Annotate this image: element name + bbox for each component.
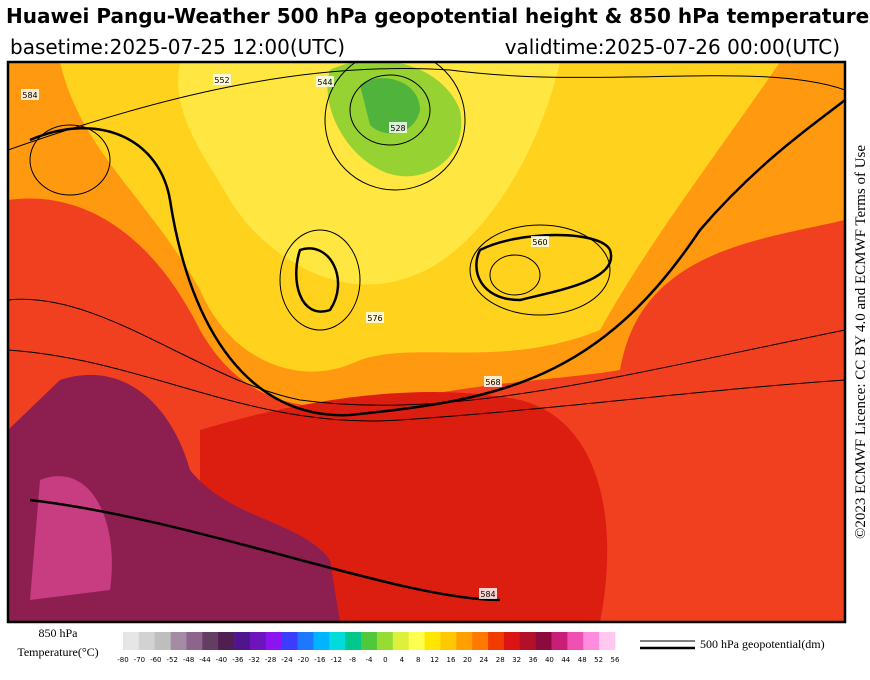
colorbar-tick-label: -32 [248,656,259,664]
contour-label: 544 [317,78,332,87]
line-legend-label: 500 hPa geopotential(dm) [700,637,825,651]
colorbar-tick-label: -24 [281,656,293,664]
colorbar-tick-label: 32 [512,656,521,664]
color-swatch [488,632,505,650]
color-swatch [345,632,362,650]
contour-label: 560 [532,238,547,247]
contour-label: 584 [22,91,37,100]
colorbar-tick-label: 40 [545,656,554,664]
title: Huawei Pangu-Weather 500 hPa geopotentia… [6,4,869,28]
color-swatch [234,632,251,650]
colorbar-tick-label: -70 [134,656,145,664]
color-swatch [440,632,457,650]
colorbar-tick-label: -52 [166,656,177,664]
colorbar-tick-label: 4 [400,656,405,664]
validtime: validtime:2025-07-26 00:00(UTC) [505,35,840,59]
color-swatch [408,632,425,650]
colorbar-tick-label: -8 [349,656,356,664]
color-swatch [583,632,600,650]
colorbar-tick-label: -4 [366,656,374,664]
color-swatch [535,632,552,650]
color-swatch [123,632,140,650]
contour-label: 528 [390,124,405,133]
colorbar-tick-label: -44 [199,656,211,664]
colorbar-tick-label: -48 [183,656,194,664]
color-swatch [202,632,219,650]
color-swatch [376,632,394,650]
colorbar-tick-label: 52 [594,656,603,664]
color-swatch [392,632,409,650]
color-swatch [186,632,203,650]
colorbar-tick-label: 56 [611,656,620,664]
color-swatch [456,632,473,650]
color-swatch [329,632,346,650]
color-swatch [503,632,521,650]
colorbar-tick-label: 36 [529,656,538,664]
color-swatch [472,632,489,650]
color-swatch [154,632,171,650]
colorbar-tick-label: -80 [117,656,128,664]
legend-label: 850 hPa [39,626,79,640]
color-swatch [313,632,330,650]
color-swatch [361,632,378,650]
color-swatch [519,632,536,650]
line-legend [640,640,695,650]
color-swatch [265,632,283,650]
colorbar-tick-label: 24 [479,656,488,664]
contour-label-bg [389,122,407,133]
contour-label: 584 [480,590,495,599]
color-swatch [170,632,187,650]
color-swatch [567,632,584,650]
basetime: basetime:2025-07-25 12:00(UTC) [10,35,345,59]
color-swatch [138,632,156,650]
licence: ©2023 ECMWF Licence: CC BY 4.0 and ECMWF… [853,145,869,539]
contour-label-bg [479,588,497,599]
contour-label-bg [213,74,231,85]
colorbar-tick-label: -12 [330,656,341,664]
contour-label-bg [531,236,549,247]
colorbar-tick-label: 8 [416,656,420,664]
contour-label-bg [316,76,334,87]
colorbar-tick-label: 16 [447,656,456,664]
color-swatch [249,632,267,650]
colorbar-tick-label: 12 [430,656,439,664]
contour-label-bg [21,89,39,100]
map [6,60,847,624]
colorbar-tick-label: -60 [150,656,161,664]
contour-label: 552 [214,76,229,85]
colorbar-tick-label: 0 [383,656,387,664]
color-swatch [297,632,314,650]
color-swatch [281,632,298,650]
contour-label-bg [484,376,502,387]
contour-label: 576 [367,314,382,323]
color-swatch [599,632,616,650]
contour-label-bg [366,312,384,323]
colorbar-tick-label: -28 [265,656,276,664]
colorbar-tick-label: 20 [463,656,472,664]
colorbar-tick-label: 28 [496,656,505,664]
contour-label: 568 [485,378,500,387]
colorbar-tick-label: 48 [578,656,587,664]
color-swatch [218,632,235,650]
colorbar-tick-label: -20 [298,656,309,664]
colorbar-tick-label: 44 [561,656,570,664]
legend-label: Temperature(°C) [17,645,98,659]
color-swatch [424,632,441,650]
colorbar-tick-label: -40 [216,656,227,664]
color-swatch [551,632,568,650]
colorbar-tick-label: -16 [314,656,326,664]
colorbar-tick-label: -36 [232,656,244,664]
